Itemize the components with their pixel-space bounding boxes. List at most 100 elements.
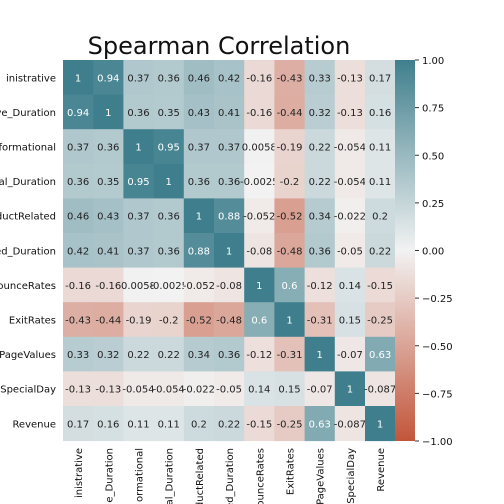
heatmap-cell	[304, 60, 336, 96]
colorbar-tick-label: 0.50	[422, 151, 444, 162]
column-tick-label: inistrative	[74, 448, 85, 498]
cell-value-label: 0.33	[309, 73, 331, 84]
heatmap-cell	[214, 94, 245, 130]
heatmap-cell	[153, 163, 185, 199]
row-tick-label: BounceRates	[0, 281, 56, 292]
colorbar-tick-label: −0.75	[422, 389, 453, 400]
cell-value-label: -0.07	[307, 385, 333, 396]
heatmap-cell	[214, 163, 245, 199]
cell-value-label: -0.2	[159, 316, 179, 327]
cell-value-label: 1	[226, 246, 232, 257]
heatmap-cell	[123, 198, 155, 234]
cell-value-label: -0.13	[337, 108, 363, 119]
cell-value-label: 1	[75, 73, 81, 84]
heatmap-cell	[365, 233, 396, 269]
cell-value-label: 0.22	[309, 143, 331, 154]
heatmap-cell	[123, 336, 155, 372]
cell-value-label: 0.46	[67, 212, 89, 223]
cell-value-label: 0.16	[369, 108, 391, 119]
heatmap-cell	[274, 163, 306, 199]
cell-value-label: 0.41	[97, 246, 119, 257]
cell-value-label: 0.32	[309, 108, 331, 119]
heatmap-cell	[244, 371, 275, 407]
cell-value-label: -0.44	[95, 316, 121, 327]
cell-value-label: -0.25	[277, 419, 303, 430]
cell-value-label: -0.054	[122, 385, 154, 396]
heatmap-cell	[214, 267, 245, 303]
cell-value-label: -0.0025	[149, 281, 188, 292]
cell-value-label: -0.43	[277, 73, 303, 84]
heatmap-cell	[304, 163, 336, 199]
cell-value-label: -0.054	[334, 143, 366, 154]
heatmap-cell	[214, 302, 245, 338]
cell-value-label: -0.054	[334, 177, 366, 188]
row-tick-label: Revenue	[12, 419, 56, 430]
heatmap-cell	[153, 233, 185, 269]
cell-value-label: 0.36	[158, 246, 180, 257]
column-tick-label: SpecialDay	[346, 448, 357, 504]
cell-value-label: 0.36	[158, 73, 180, 84]
heatmap-cell	[334, 267, 366, 303]
heatmap-cell	[153, 336, 185, 372]
cell-value-label: 0.17	[369, 73, 391, 84]
heatmap-cell	[334, 129, 366, 165]
cell-value-label: -0.52	[277, 212, 303, 223]
cell-value-label: -0.25	[367, 316, 393, 327]
cell-value-label: 0.6	[282, 281, 298, 292]
heatmap-cell	[214, 60, 245, 96]
heatmap-cell	[63, 302, 94, 338]
cell-value-label: 0.36	[158, 212, 180, 223]
heatmap-cell	[214, 198, 245, 234]
heatmap-cell	[63, 60, 94, 96]
row-tick-label: SpecialDay	[0, 385, 56, 396]
cell-value-label: 0.33	[67, 350, 89, 361]
cell-value-label: -0.16	[246, 108, 272, 119]
cell-value-label: 0.63	[309, 419, 331, 430]
cell-value-label: 0.36	[188, 177, 210, 188]
heatmap-cell	[93, 163, 124, 199]
cell-value-label: 1	[256, 281, 262, 292]
cell-value-label: 0.88	[188, 246, 210, 257]
cell-value-label: 0.94	[67, 108, 89, 119]
heatmap-cell	[334, 371, 366, 407]
heatmap-cell	[274, 94, 306, 130]
heatmap-cell	[244, 406, 275, 442]
heatmap-cell	[183, 60, 215, 96]
colorbar-gradient	[395, 60, 415, 441]
heatmap-cell	[214, 233, 245, 269]
row-tick-label: formational	[0, 143, 56, 154]
cell-value-label: -0.31	[307, 316, 333, 327]
cell-value-label: 0.42	[67, 246, 89, 257]
heatmap-cell	[365, 267, 396, 303]
column-tick-label: al_Duration	[165, 448, 176, 504]
heatmap-cell	[365, 94, 396, 130]
cell-value-label: -0.13	[65, 385, 91, 396]
cell-value-label: 0.22	[127, 350, 149, 361]
colorbar-tick-label: 0.75	[422, 104, 444, 115]
heatmap-cell	[123, 60, 155, 96]
cell-value-label: -0.48	[216, 316, 242, 327]
cell-value-label: 0.36	[218, 350, 240, 361]
heatmap-cell	[123, 267, 155, 303]
cell-value-label: -0.16	[95, 281, 121, 292]
colorbar-tick-label: 1.00	[422, 56, 444, 67]
heatmap-cell	[63, 94, 94, 130]
heatmap-cell	[304, 336, 336, 372]
heatmap-cell	[274, 198, 306, 234]
heatmap-cell	[214, 336, 245, 372]
heatmap-cell	[304, 302, 336, 338]
row-tick-label: inistrative	[6, 73, 56, 84]
row-tick-label: PageValues	[0, 350, 56, 361]
heatmap-cell	[93, 60, 124, 96]
cell-value-label: -0.08	[216, 281, 242, 292]
cell-value-label: 0.16	[97, 419, 119, 430]
cell-value-label: -0.052	[243, 212, 275, 223]
heatmap-cell	[183, 94, 215, 130]
cell-value-label: 0.37	[67, 143, 89, 154]
cell-value-label: 0.95	[158, 143, 180, 154]
cell-value-label: 0.36	[218, 177, 240, 188]
heatmap-cell	[244, 94, 275, 130]
heatmap-cell	[153, 60, 185, 96]
heatmap-cell	[304, 267, 336, 303]
heatmap-cell	[63, 336, 94, 372]
